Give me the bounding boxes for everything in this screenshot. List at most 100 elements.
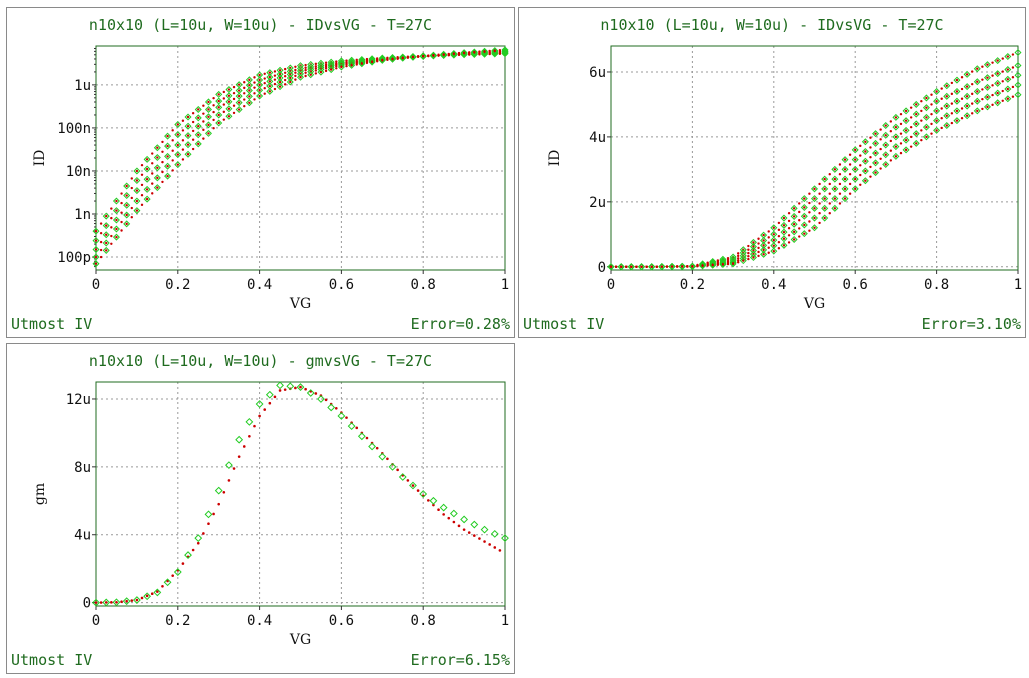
simulated-point (675, 265, 679, 268)
simulated-point (904, 119, 908, 122)
simulated-point (904, 109, 908, 113)
measured-point (245, 92, 253, 100)
simulated-point (370, 60, 374, 64)
measured-point (439, 503, 448, 512)
y-tick-label: 12u (66, 392, 91, 408)
measured-point (133, 207, 141, 215)
measured-point (204, 105, 212, 113)
measured-point (1014, 61, 1022, 69)
measured-point (933, 107, 941, 115)
measured-point (983, 93, 991, 101)
simulated-point (197, 108, 200, 111)
simulated-point (99, 248, 103, 252)
measured-point (872, 149, 880, 157)
simulated-point (237, 89, 241, 92)
measured-point (255, 400, 264, 408)
simulated-point (736, 254, 740, 258)
measured-point (841, 156, 849, 164)
simulated-point (706, 264, 709, 267)
simulated-point (227, 107, 231, 110)
simulated-point (411, 55, 415, 59)
y-tick-label: 8u (74, 460, 91, 476)
simulated-point (248, 84, 251, 87)
measured-point (153, 154, 161, 162)
y-tick-label: 100n (57, 121, 91, 137)
measured-point (790, 228, 798, 236)
measured-point (378, 56, 386, 64)
simulated-point (253, 98, 256, 101)
simulated-point (848, 192, 852, 195)
gm-vs-vg-panel: n10x10 (L=10u, W=10u) - gmvsVG - T=27C 0… (6, 343, 515, 674)
simulated-point (324, 61, 328, 64)
measured-point (153, 144, 161, 152)
simulated-point (345, 64, 348, 68)
simulated-point (253, 86, 256, 89)
simulated-point (304, 66, 307, 69)
simulated-point (197, 116, 200, 120)
simulated-point (386, 58, 389, 62)
simulated-point (991, 74, 994, 77)
measured-point (266, 77, 274, 85)
simulated-point (151, 182, 154, 185)
simulated-point (767, 230, 770, 233)
measured-point (419, 52, 427, 60)
simulated-point (232, 111, 236, 115)
simulated-point (268, 84, 272, 88)
simulated-point (202, 137, 205, 140)
simulated-point (130, 177, 133, 180)
measured-point (204, 121, 212, 129)
measured-point (184, 132, 192, 140)
simulated-point (483, 50, 486, 53)
simulated-point (915, 142, 918, 145)
simulated-point (747, 255, 750, 258)
simulated-point (889, 149, 893, 152)
measured-point (872, 130, 880, 138)
measured-point (963, 112, 971, 120)
simulated-point (416, 489, 420, 492)
simulated-point (156, 166, 159, 170)
simulated-point (166, 174, 169, 178)
simulated-point (227, 479, 231, 482)
simulated-point (854, 158, 857, 161)
simulated-point (838, 202, 842, 205)
measured-point (943, 82, 951, 90)
simulated-point (207, 123, 210, 127)
simulated-point (212, 118, 215, 122)
simulated-point (823, 197, 826, 200)
simulated-point (258, 83, 261, 87)
measured-point (933, 126, 941, 134)
simulated-point (335, 64, 338, 68)
simulated-point (752, 256, 755, 259)
measured-point (983, 61, 991, 69)
measured-point (388, 462, 397, 471)
simulated-point (375, 60, 379, 63)
measured-point (821, 185, 829, 193)
simulated-point (818, 211, 821, 215)
measured-point (729, 259, 737, 267)
measured-point (276, 78, 284, 86)
simulated-point (130, 196, 133, 200)
simulated-point (268, 75, 272, 79)
simulated-point (196, 541, 200, 545)
simulated-point (273, 74, 277, 77)
simulated-point (186, 125, 190, 128)
simulated-point (869, 165, 872, 169)
simulated-point (283, 67, 287, 71)
measured-point (922, 123, 930, 131)
measured-point (143, 175, 151, 183)
measured-point (861, 177, 869, 185)
measured-point (122, 597, 131, 606)
simulated-point (232, 104, 236, 107)
simulated-point (99, 240, 103, 244)
simulated-point (212, 127, 215, 130)
simulated-point (191, 548, 195, 552)
simulated-point (462, 528, 466, 531)
simulated-point (757, 254, 760, 258)
simulated-point (976, 90, 979, 93)
simulated-point (874, 171, 877, 174)
simulated-point (803, 206, 806, 209)
simulated-point (757, 237, 760, 240)
measured-point (132, 596, 141, 604)
simulated-point (777, 221, 781, 225)
simulated-point (478, 537, 481, 540)
